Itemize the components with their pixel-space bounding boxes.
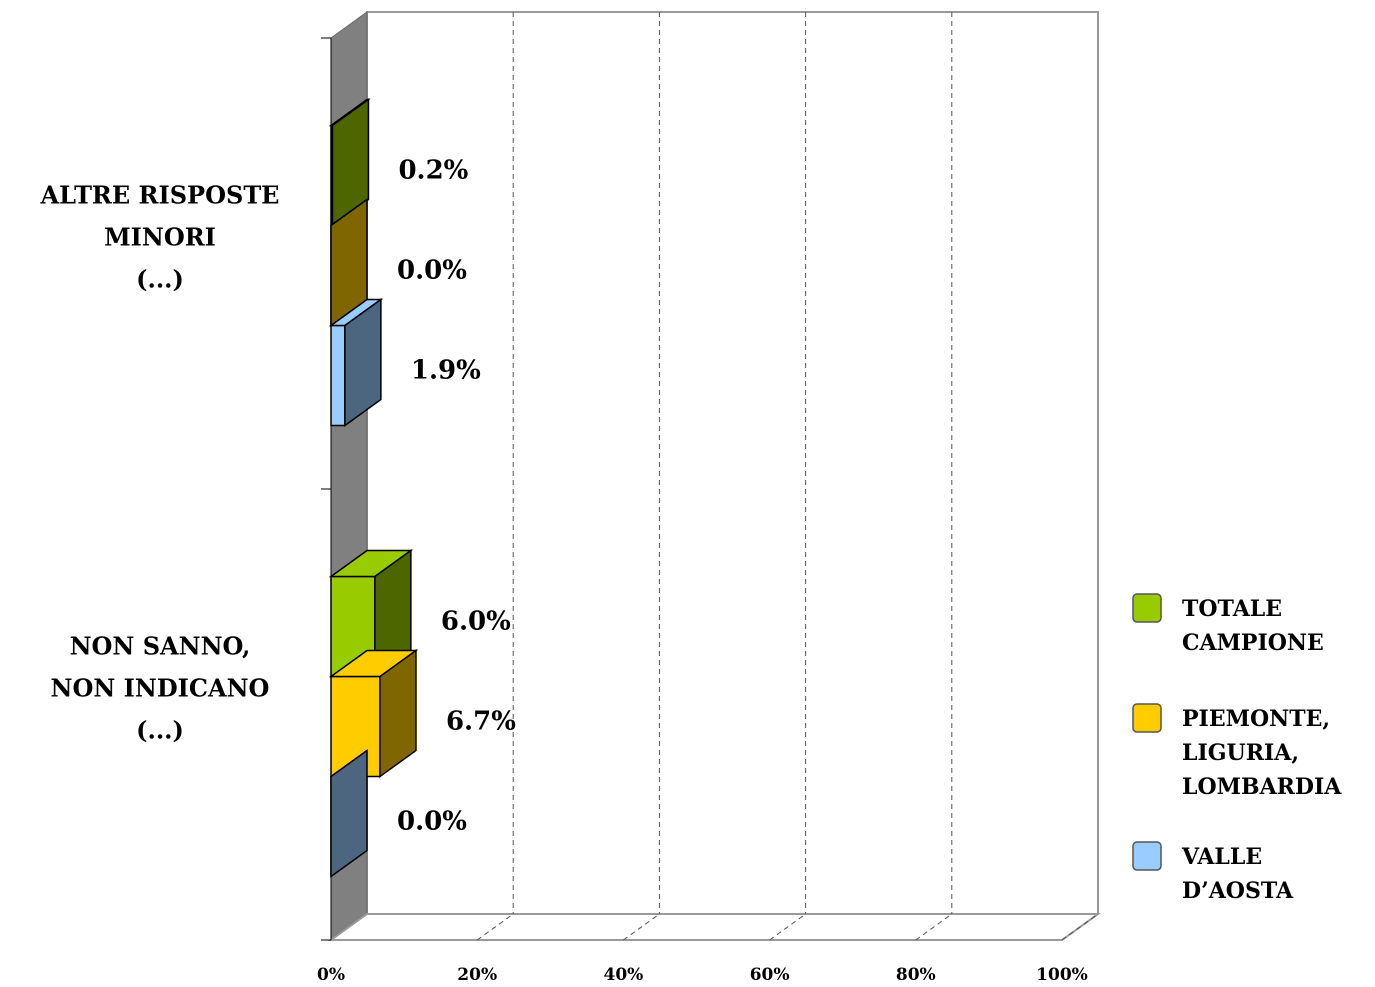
legend-swatch (1132, 841, 1162, 871)
x-tick-label: 60% (750, 965, 790, 985)
legend-label-line: TOTALE (1182, 596, 1282, 622)
floor-gridline-2 (623, 913, 660, 941)
legend: TOTALE CAMPIONE PIEMONTE, LIGURIA, LOMBARDIA… (1132, 593, 1342, 904)
value-label: 0.2% (398, 156, 468, 186)
bar-front (330, 324, 346, 427)
gridlines (476, 12, 1099, 941)
value-label: 0.0% (397, 807, 467, 837)
legend-item-1: PIEMONTE, LIGURIA, LOMBARDIA (1132, 703, 1342, 800)
legend-item-2: VALLE D’AOSTA (1132, 841, 1294, 904)
value-label: 6.0% (441, 607, 511, 637)
category-label-line: MINORI (104, 223, 216, 252)
bar-1-1 (328, 649, 419, 778)
bar-side (344, 298, 382, 427)
floor (327, 913, 1102, 941)
bar-side (331, 98, 370, 227)
x-axis: 0% 20% 40% 60% 80% 100% (317, 37, 1088, 985)
category-label-line: NON INDICANO (51, 674, 270, 703)
category-label-line: NON SANNO, (70, 632, 251, 661)
legend-label-line: D’AOSTA (1182, 878, 1294, 904)
legend-swatch (1132, 593, 1162, 623)
category-label-line: ALTRE RISPOSTE (40, 181, 280, 210)
category-label: ALTRE RISPOSTE MINORI (...) (40, 181, 280, 294)
floor-gridline-1 (476, 913, 514, 941)
x-tick-label: 40% (603, 965, 643, 985)
value-label: 1.9% (411, 356, 481, 386)
category-label: NON SANNO, NON INDICANO (...) (51, 632, 270, 745)
legend-label-line: LIGURIA, (1182, 740, 1299, 766)
legend-label-line: LOMBARDIA (1182, 774, 1342, 800)
floor-gridline-4 (915, 913, 953, 941)
back-wall (366, 11, 1099, 915)
legend-item-0: TOTALE CAMPIONE (1132, 593, 1324, 656)
category-labels: ALTRE RISPOSTE MINORI (...) NON SANNO, NON I… (40, 181, 280, 745)
bar-1-0 (328, 549, 414, 678)
x-tick-label: 20% (457, 965, 497, 985)
legend-label-line: PIEMONTE, (1182, 706, 1330, 732)
value-label: 6.7% (446, 707, 516, 737)
legend-label: VALLE D’AOSTA (1181, 844, 1294, 904)
x-tick-label: 100% (1036, 965, 1088, 985)
x-tick-label: 0% (317, 965, 345, 985)
legend-swatch (1132, 703, 1162, 733)
legend-label: TOTALE CAMPIONE (1182, 596, 1324, 656)
legend-label-line: CAMPIONE (1182, 630, 1324, 656)
bar-side (379, 649, 417, 778)
value-labels: 0.2% 0.0% 1.9% 6.0% 6.7% 0.0% (397, 156, 516, 837)
legend-label: PIEMONTE, LIGURIA, LOMBARDIA (1182, 706, 1342, 800)
category-label-line: (...) (136, 265, 184, 294)
floor-gridline-5 (1061, 913, 1099, 941)
category-label-line: (...) (136, 716, 184, 745)
chart-walls (327, 11, 1102, 941)
value-label: 0.0% (397, 256, 467, 286)
x-tick-label: 80% (896, 965, 936, 985)
legend-label-line: VALLE (1181, 844, 1262, 870)
floor-gridline-3 (769, 913, 806, 941)
